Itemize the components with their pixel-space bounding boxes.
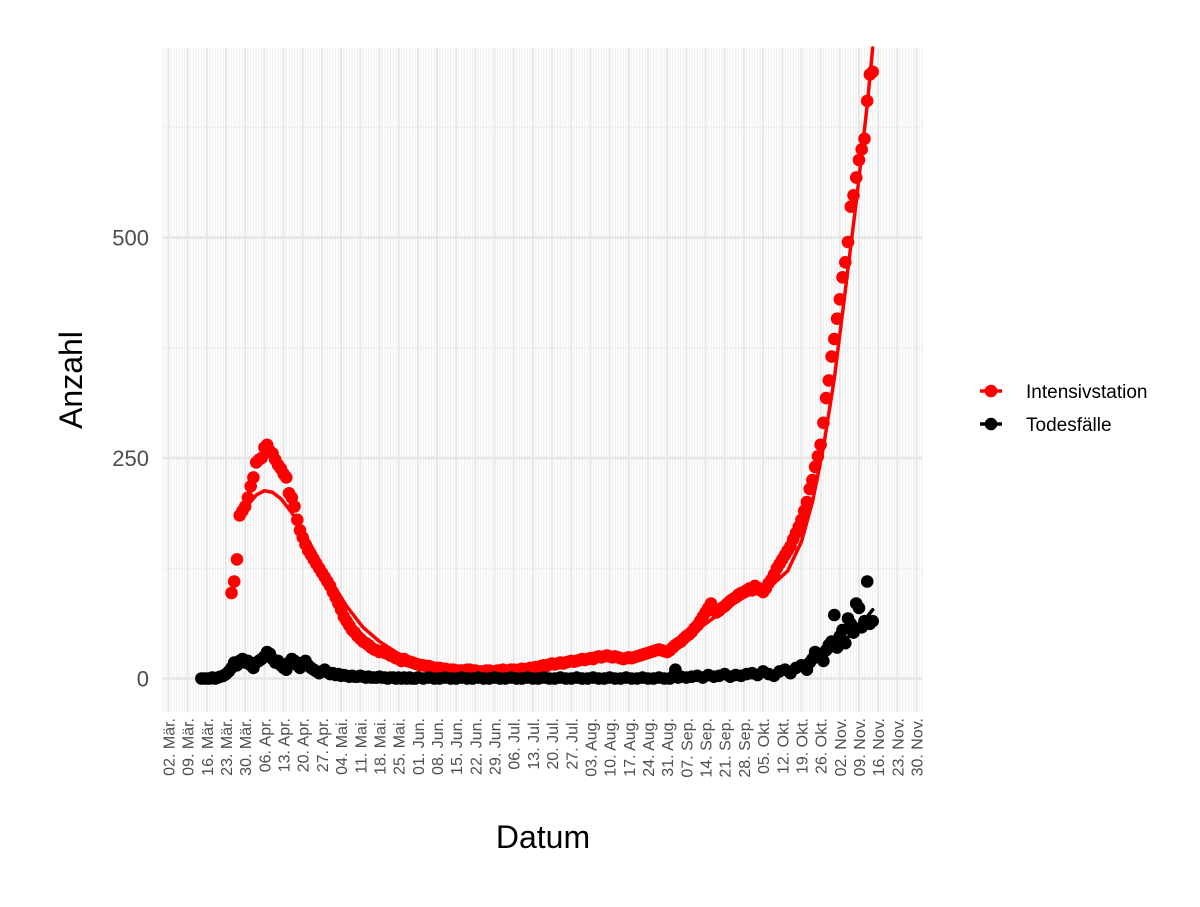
grid	[162, 48, 923, 712]
data-point	[847, 189, 860, 202]
data-point	[806, 473, 819, 487]
data-point	[225, 586, 238, 600]
data-point	[841, 235, 855, 249]
data-point	[280, 471, 293, 484]
y-tick-label: 250	[112, 446, 149, 471]
data-point	[860, 94, 874, 108]
data-point	[849, 171, 863, 184]
data-point	[808, 460, 822, 474]
data-point	[858, 132, 871, 146]
data-point	[852, 153, 866, 167]
x-tick-label: 14. Sep.	[699, 718, 716, 778]
x-tick-label: 02. Nov.	[833, 718, 850, 776]
data-point	[247, 471, 260, 484]
data-point	[830, 312, 844, 326]
data-point	[836, 271, 849, 284]
x-tick-label: 16. Mär.	[200, 718, 217, 776]
data-point	[828, 332, 841, 346]
data-point	[828, 608, 841, 622]
data-point	[866, 65, 879, 79]
x-tick-label: 04. Mai.	[334, 718, 351, 775]
x-tick-label: 19. Okt.	[794, 718, 811, 774]
x-tick-label: 24. Aug.	[641, 718, 658, 777]
data-point	[833, 293, 847, 306]
data-point	[866, 614, 879, 628]
x-tick-label: 27. Apr.	[315, 718, 332, 772]
legend: Intensivstation Todesfälle	[980, 382, 1147, 436]
x-tick-label: 11. Mai.	[353, 718, 370, 774]
data-point	[811, 450, 825, 463]
y-tick-label: 500	[112, 226, 149, 251]
data-point	[241, 491, 255, 505]
x-tick-label: 01. Jun.	[411, 718, 428, 775]
legend-label: Intensivstation	[1026, 382, 1147, 403]
x-tick-label: 31. Aug.	[660, 718, 677, 777]
data-point	[230, 553, 244, 566]
x-axis-title: Datum	[496, 819, 590, 855]
legend-label: Todesfälle	[1026, 415, 1112, 436]
y-axis-title: Anzahl	[53, 331, 89, 429]
x-tick-label: 03. Aug.	[583, 718, 600, 777]
x-tick-label: 06. Jul.	[507, 718, 524, 770]
data-point	[817, 654, 830, 668]
data-point	[291, 513, 304, 527]
x-tick-label: 25. Mai.	[392, 718, 409, 775]
x-tick-label: 09. Nov.	[852, 718, 869, 776]
x-tick-label: 18. Mai.	[372, 718, 389, 775]
x-tick-label: 29. Jun.	[488, 718, 505, 775]
x-tick-label: 20. Jul.	[545, 718, 562, 770]
x-tick-label: 05. Okt.	[756, 718, 773, 774]
x-tick-label: 30. Nov.	[910, 718, 927, 776]
x-tick-label: 08. Jun.	[430, 718, 447, 775]
data-point	[860, 575, 874, 588]
data-point	[255, 451, 268, 465]
legend-key-point	[984, 417, 998, 431]
x-tick-label: 23. Mär.	[219, 718, 236, 776]
x-tick-label: 28. Sep.	[737, 718, 754, 778]
x-tick-label: 13. Jul.	[526, 718, 543, 770]
x-tick-label: 13. Apr.	[277, 718, 294, 772]
y-axis-ticks: 0 250 500	[112, 226, 149, 692]
data-point	[839, 636, 852, 650]
data-point	[844, 200, 858, 213]
x-tick-label: 07. Sep.	[679, 718, 696, 778]
data-point	[817, 416, 830, 430]
data-point	[855, 143, 868, 156]
data-point	[822, 374, 836, 387]
data-point	[288, 500, 301, 513]
x-tick-label: 09. Mär.	[181, 718, 198, 776]
x-axis-ticks: 02. Mär. 09. Mär. 16. Mär. 23. Mär. 30. Mär.…	[161, 718, 926, 778]
data-points	[195, 65, 879, 685]
x-tick-label: 21. Sep.	[718, 718, 735, 778]
data-point	[227, 575, 241, 588]
data-point	[825, 350, 838, 363]
x-tick-label: 27. Jul.	[564, 718, 581, 770]
x-tick-label: 15. Jun.	[449, 718, 466, 775]
x-tick-label: 17. Aug.	[622, 718, 639, 777]
x-tick-label: 22. Jun.	[468, 718, 485, 775]
x-tick-label: 10. Aug.	[603, 718, 620, 777]
x-tick-label: 30. Mär.	[238, 718, 255, 776]
x-tick-label: 23. Nov.	[890, 718, 907, 776]
data-point	[852, 601, 866, 615]
x-tick-label: 06. Apr.	[257, 718, 274, 772]
y-tick-label: 0	[137, 666, 149, 691]
x-tick-label: 20. Apr.	[296, 718, 313, 772]
data-point	[800, 495, 814, 509]
x-tick-label: 26. Okt.	[814, 718, 831, 774]
data-point	[814, 438, 827, 452]
x-tick-label: 16. Nov.	[871, 718, 888, 776]
data-point	[819, 391, 833, 405]
data-point	[839, 255, 852, 269]
x-tick-label: 02. Mär.	[161, 718, 178, 776]
x-tick-label: 12. Okt.	[775, 718, 792, 774]
legend-key-point	[984, 384, 998, 398]
